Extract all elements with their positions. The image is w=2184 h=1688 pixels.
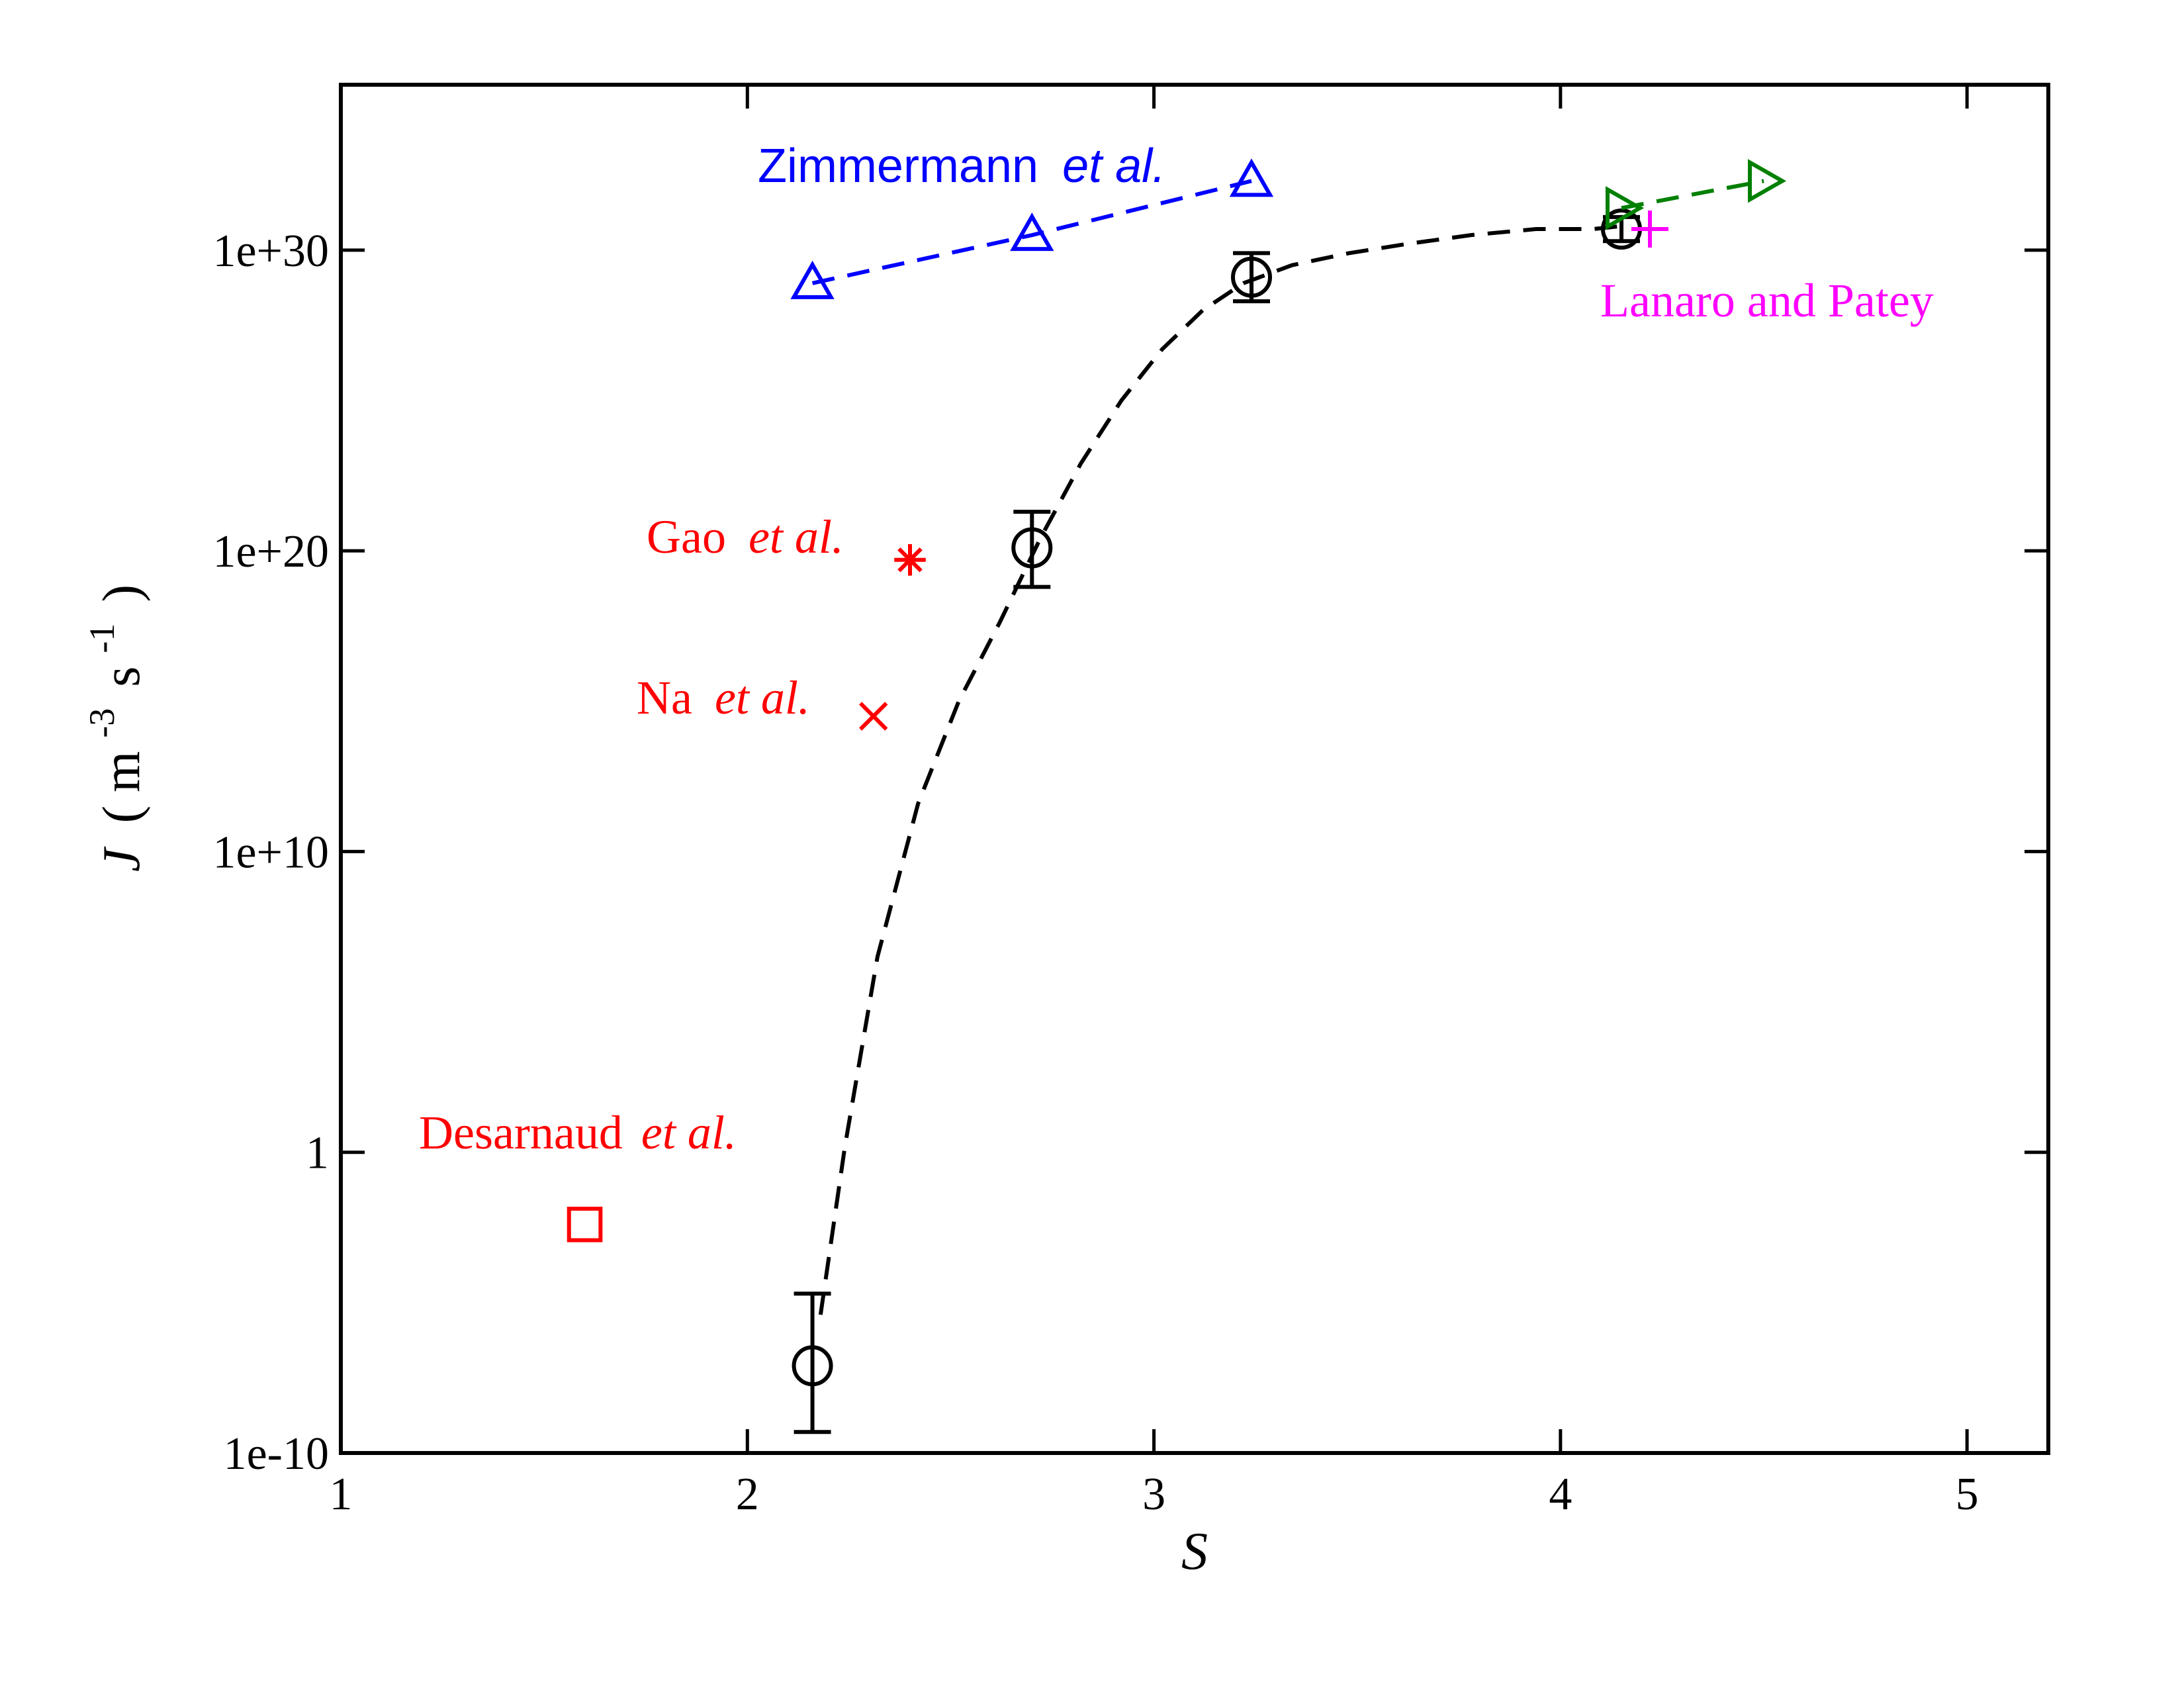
data-point-gao-b xyxy=(897,547,923,573)
annotation-lanaro: Lanaro and Patey xyxy=(1600,274,1934,327)
annotation-na-name: Na xyxy=(637,671,692,724)
y-tick-label: 1e+20 xyxy=(212,526,329,577)
y-axis-unit-s: s xyxy=(93,667,151,687)
annotation-gao-etal: et al. xyxy=(749,510,844,563)
data-point-na-b xyxy=(858,702,888,731)
annotation-zimmermann-name: Zimmermann xyxy=(758,140,1038,193)
data-point-this_work xyxy=(792,1345,833,1387)
annotation-desarnaud-name: Desarnaud xyxy=(419,1106,623,1159)
data-point-green xyxy=(1606,186,1645,230)
series-line-green xyxy=(1621,179,1764,211)
annotation-na: Na et al. xyxy=(637,671,810,724)
x-axis-title: S xyxy=(1181,1523,1208,1581)
data-point-na xyxy=(858,702,888,731)
x-tick-label: 3 xyxy=(1142,1469,1165,1520)
data-point-this_work xyxy=(1011,527,1053,569)
annotation-desarnaud-etal: et al. xyxy=(641,1106,737,1159)
data-point-lanaro xyxy=(1631,211,1668,248)
y-axis-unit-exp1: -3 xyxy=(82,708,122,738)
y-tick-label: 1e+10 xyxy=(212,827,329,878)
annotation-gao-name: Gao xyxy=(647,510,726,563)
data-point-zimmermann xyxy=(1229,158,1274,197)
x-tick-label: 1 xyxy=(330,1469,353,1520)
x-tick-label: 2 xyxy=(736,1469,759,1520)
data-point-desarnaud xyxy=(567,1206,603,1243)
annotation-gao: Gao et al. xyxy=(647,510,844,563)
x-tick-label: 4 xyxy=(1549,1469,1572,1520)
y-tick-label: 1 xyxy=(306,1128,329,1179)
annotation-desarnaud: Desarnaud et al. xyxy=(419,1106,737,1159)
data-point-zimmermann xyxy=(1010,212,1054,252)
data-point-green xyxy=(1748,159,1787,203)
svg-text:J ( m -3: J ( m -3 s -1 ) xyxy=(68,585,151,872)
series-line-zimmermann xyxy=(811,179,1252,285)
data-point-gao xyxy=(894,543,926,576)
plot-frame xyxy=(339,83,2050,1455)
y-axis-unit-close: ) xyxy=(93,585,151,602)
data-point-zimmermann xyxy=(790,260,835,299)
annotation-na-etal: et al. xyxy=(715,671,810,724)
annotation-zimmermann: Zimmermann et al. xyxy=(758,140,1165,193)
data-point-this_work xyxy=(1231,256,1272,298)
y-axis-unit-m: m xyxy=(93,751,151,792)
y-axis-title-symbol: J xyxy=(93,846,151,872)
y-axis-unit-exp2: -1 xyxy=(82,624,122,653)
annotation-zimmermann-etal: et al. xyxy=(1062,140,1165,193)
y-axis-title: J ( m -3 s -1 ) xyxy=(68,585,151,872)
fit-curve xyxy=(818,224,1622,1315)
y-axis-unit-open: ( xyxy=(93,806,151,823)
y-tick-label: 1e+30 xyxy=(212,226,329,277)
y-tick-label: 1e-10 xyxy=(224,1429,329,1479)
x-tick-label: 5 xyxy=(1956,1469,1979,1520)
